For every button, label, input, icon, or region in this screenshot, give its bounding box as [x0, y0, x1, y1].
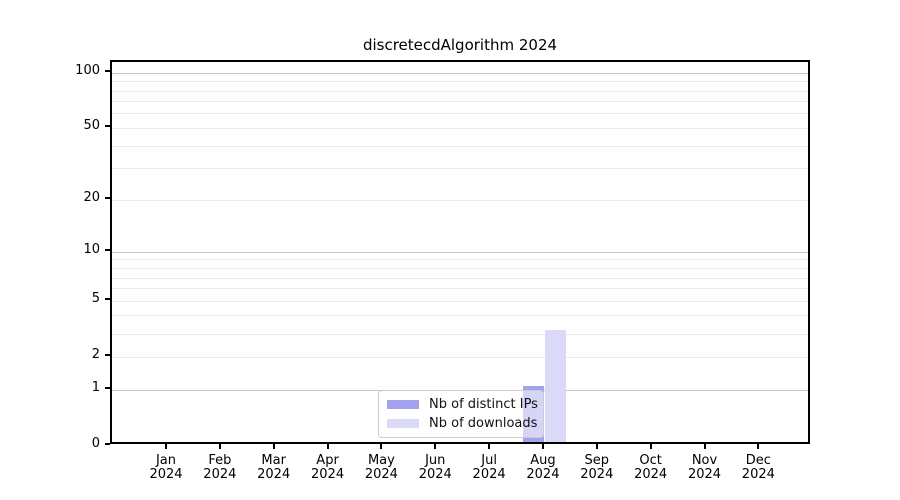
y-tick-label-100: 100 [75, 63, 100, 79]
x-tick-mark-nov [703, 444, 706, 449]
x-tick-label-oct: Oct 2024 [634, 453, 668, 482]
gridline-y-100 [112, 72, 808, 74]
x-tick-mark-sep [595, 444, 598, 449]
x-tick-label-jun: Jun 2024 [418, 453, 452, 482]
gridline-y-30 [112, 168, 808, 170]
gridline-y-8 [112, 268, 808, 269]
x-tick-mark-dec [757, 444, 760, 449]
y-tick-mark-0 [105, 443, 110, 445]
x-tick-mark-feb [218, 444, 221, 449]
x-tick-label-feb: Feb 2024 [203, 453, 237, 482]
gridline-y-2 [112, 356, 808, 358]
x-tick-mark-mar [272, 444, 275, 449]
gridline-y-3 [112, 333, 808, 335]
gridline-y-90 [112, 81, 808, 83]
x-tick-mark-jul [488, 444, 491, 449]
x-tick-label-mar: Mar 2024 [257, 453, 291, 482]
y-tick-mark-10 [105, 249, 110, 252]
y-tick-label-0: 0 [91, 436, 100, 451]
x-tick-label-may: May 2024 [364, 453, 398, 482]
x-tick-mark-apr [326, 444, 329, 449]
y-tick-label-20: 20 [83, 190, 100, 206]
gridline-y-7 [112, 277, 808, 279]
gridline-y-60 [112, 113, 808, 115]
gridline-y-10 [112, 251, 808, 253]
y-tick-mark-1 [105, 387, 110, 389]
y-tick-mark-50 [105, 125, 110, 128]
gridline-y-70 [112, 101, 808, 103]
x-tick-mark-jan [165, 444, 167, 449]
gridline-y-4 [112, 315, 808, 317]
x-tick-mark-oct [649, 444, 652, 449]
chart-title: discretecdAlgorithm 2024 [362, 36, 558, 54]
gridline-y-9 [112, 259, 808, 261]
y-tick-mark-2 [105, 354, 110, 357]
x-tick-label-nov: Nov 2024 [687, 453, 722, 482]
x-tick-mark-aug [541, 444, 544, 449]
x-tick-label-apr: Apr 2024 [311, 453, 345, 482]
x-tick-label-dec: Dec 2024 [741, 453, 775, 482]
x-tick-label-aug: Aug 2024 [526, 453, 560, 482]
legend-label-downloads: Nb of downloads [429, 416, 538, 431]
legend-label-distinct-ips: Nb of distinct IPs [429, 397, 538, 412]
x-tick-label-sep: Sep 2024 [580, 453, 614, 482]
x-tick-label-jul: Jul 2024 [472, 453, 506, 482]
y-tick-label-5: 5 [91, 291, 100, 307]
gridline-y-40 [112, 145, 808, 147]
plot-area: Nb of distinct IPs Nb of downloads [110, 60, 810, 444]
legend-swatch-distinct-ips [387, 400, 419, 409]
gridline-y-20 [112, 199, 808, 201]
bar-nb-of-downloads-aug-2024 [545, 330, 567, 442]
gridline-y-80 [112, 90, 808, 92]
legend-entry-downloads: Nb of downloads [387, 416, 538, 431]
legend: Nb of distinct IPs Nb of downloads [378, 390, 544, 438]
y-tick-label-2: 2 [91, 347, 100, 363]
y-tick-mark-20 [105, 197, 110, 200]
y-tick-label-1: 1 [91, 380, 100, 395]
y-tick-mark-5 [105, 298, 110, 301]
y-tick-label-10: 10 [83, 242, 100, 258]
x-tick-mark-jun [434, 444, 437, 449]
legend-swatch-downloads [387, 419, 419, 428]
x-tick-mark-may [380, 444, 383, 449]
gridline-y-5 [112, 300, 808, 302]
gridline-y-50 [112, 127, 808, 129]
y-tick-mark-100 [105, 70, 110, 73]
x-tick-label-jan: Jan 2024 [149, 453, 183, 482]
legend-entry-distinct-ips: Nb of distinct IPs [387, 397, 538, 412]
y-tick-label-50: 50 [83, 118, 100, 134]
gridline-y-6 [112, 288, 808, 290]
